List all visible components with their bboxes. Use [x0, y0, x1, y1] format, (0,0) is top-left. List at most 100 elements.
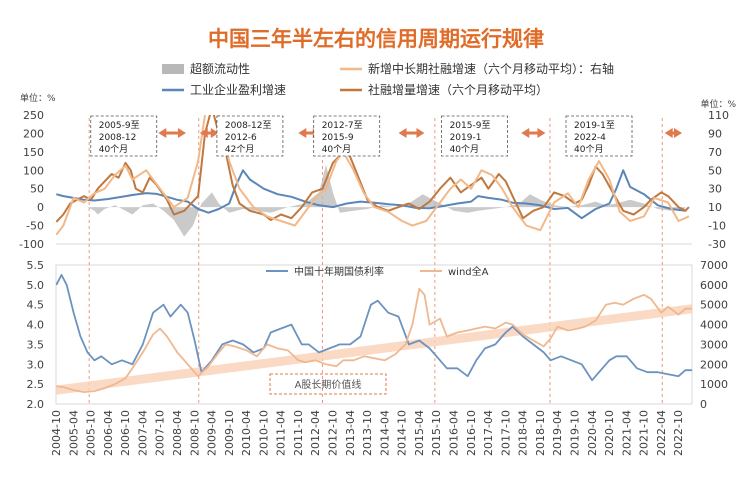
bottom-right-tick-3: 4000 [700, 319, 728, 332]
bottom-right-tick-6: 1000 [700, 378, 728, 391]
top-right-tick-7: -30 [708, 238, 726, 251]
x-tick-label-17: 2013-04 [344, 410, 357, 456]
cycle-arrow-head-right-2 [210, 128, 219, 138]
bottom-right-tick-4: 3000 [700, 338, 728, 351]
x-tick-label-24: 2016-10 [465, 410, 478, 456]
x-tick-label-32: 2020-10 [603, 410, 616, 456]
x-tick-label-29: 2019-04 [551, 410, 564, 456]
series-line-top-1 [56, 169, 686, 220]
bottom-left-tick-3: 4.0 [27, 319, 45, 332]
chart-title: 中国三年半左右的信用周期运行规律 [208, 27, 544, 51]
top-right-tick-2: 70 [708, 146, 722, 159]
bottom-left-tick-7: 2.0 [27, 398, 45, 411]
x-tick-label-27: 2018-04 [517, 410, 530, 456]
cycle-arrow-head-right-4 [416, 128, 425, 138]
legend-label-top-1: 工业企业盈利增速 [190, 82, 286, 97]
x-tick-label-14: 2011-10 [292, 410, 305, 456]
top-left-tick-1: 200 [23, 127, 44, 140]
bottom-right-tick-1: 6000 [700, 279, 728, 292]
bottom-right-tick-2: 5000 [700, 299, 728, 312]
x-tick-label-26: 2017-10 [499, 410, 512, 456]
series-line-top-2 [56, 115, 690, 223]
top-right-tick-5: 10 [708, 201, 722, 214]
cycle-annotation-text-2-1: 2015-9 [322, 133, 354, 143]
top-left-tick-0: 250 [23, 109, 44, 122]
top-right-tick-6: -10 [708, 220, 726, 233]
x-tick-label-9: 2009-04 [206, 410, 219, 456]
annotation-layer: A股长期价值线2005-9至2008-1240个月2008-12至2012-64… [90, 115, 682, 395]
top-left-tick-6: -50 [26, 220, 44, 233]
cycle-annotation-text-1-2: 42个月 [225, 144, 254, 155]
x-tick-label-23: 2016-04 [448, 410, 461, 456]
x-tick-label-35: 2022-04 [655, 410, 668, 456]
x-tick-label-12: 2010-10 [257, 410, 270, 456]
x-tick-label-13: 2011-04 [275, 410, 288, 456]
cycle-annotation-text-0-1: 2008-12 [99, 133, 137, 143]
cycle-annotation-text-1-1: 2012-6 [225, 133, 257, 143]
top-right-tick-3: 50 [708, 164, 722, 177]
trend-label-box [269, 373, 387, 395]
cycle-arrow-head-left-5 [521, 128, 530, 138]
top-left-tick-5: 0 [37, 201, 44, 214]
top-left-tick-7: -100 [19, 238, 44, 251]
x-tick-label-7: 2008-04 [171, 410, 184, 456]
series-line-top-3 [56, 115, 690, 236]
cycle-annotation-text-0-0: 2005-9至 [99, 120, 140, 131]
legend-label-top-0: 超额流动性 [190, 61, 250, 76]
x-tick-label-4: 2006-10 [119, 410, 132, 456]
x-tick-label-28: 2018-10 [534, 410, 547, 456]
legend-label-bottom-1: wind全A [448, 265, 489, 278]
x-tick-label-22: 2015-10 [430, 410, 443, 456]
top-series-group [56, 115, 690, 237]
top-right-tick-1: 90 [708, 127, 722, 140]
series-line-bottom-0 [56, 273, 692, 382]
bottom-right-tick-5: 2000 [700, 358, 728, 371]
cycle-arrow-head-right-5 [537, 128, 546, 138]
bottom-left-tick-5: 3.0 [27, 358, 45, 371]
bottom-left-tick-1: 5.0 [27, 279, 45, 292]
x-tick-label-15: 2012-04 [309, 410, 322, 456]
cycle-annotation-text-4-0: 2019-1至 [574, 120, 615, 131]
bottom-left-tick-4: 3.5 [27, 338, 45, 351]
bottom-series-group [56, 273, 692, 395]
cycle-arrow-head-right-6 [673, 128, 682, 138]
legend-swatch-top-0 [162, 64, 184, 74]
cycle-annotation-box-2 [313, 115, 381, 157]
cycle-annotation-box-4 [565, 115, 633, 157]
cycle-annotation-text-3-1: 2019-1 [450, 133, 482, 143]
x-tick-label-36: 2022-10 [672, 410, 685, 456]
grid-layer [55, 243, 693, 405]
x-tick-label-11: 2010-04 [240, 410, 253, 456]
cycle-arrow-head-left-3 [298, 128, 307, 138]
bottom-left-tick-0: 5.5 [27, 259, 45, 272]
top-right-unit: 单位：% [700, 98, 736, 110]
cycle-annotation-text-4-1: 2022-4 [574, 133, 606, 143]
x-tick-label-19: 2014-04 [378, 410, 391, 456]
cycle-arrow-head-left-2 [199, 128, 208, 138]
x-tick-label-33: 2021-04 [620, 410, 633, 456]
cycle-annotation-text-2-0: 2012-7至 [322, 120, 363, 131]
bottom-panel-frame [55, 264, 693, 405]
cycle-annotation-text-3-2: 40个月 [450, 144, 479, 155]
cycle-annotation-box-1 [216, 115, 284, 157]
bottom-right-tick-7: 0 [700, 398, 707, 411]
legend-label-top-2: 新增中长期社融增速（六个月移动平均）：右轴 [368, 61, 614, 76]
bottom-right-tick-0: 7000 [700, 259, 728, 272]
x-tick-label-10: 2009-10 [223, 410, 236, 456]
cycle-annotation-text-4-2: 40个月 [574, 144, 603, 155]
x-tick-label-3: 2006-04 [102, 410, 115, 456]
top-right-tick-4: 30 [708, 183, 722, 196]
cycle-annotation-text-3-0: 2015-9至 [450, 120, 491, 131]
cycle-annotation-text-1-0: 2008-12至 [225, 120, 272, 131]
legend-label-top-3: 社融增量增速（六个月移动平均） [368, 82, 548, 97]
x-tick-label-1: 2005-04 [67, 410, 80, 456]
x-tick-label-2: 2005-10 [85, 410, 98, 456]
bottom-left-tick-2: 4.5 [27, 299, 45, 312]
legend-label-bottom-0: 中国十年期国债利率 [294, 265, 384, 278]
top-left-tick-3: 100 [23, 164, 44, 177]
bottom-left-tick-6: 2.5 [27, 378, 45, 391]
cycle-arrow-head-left-4 [398, 128, 407, 138]
trend-label: A股长期价值线 [295, 378, 362, 391]
